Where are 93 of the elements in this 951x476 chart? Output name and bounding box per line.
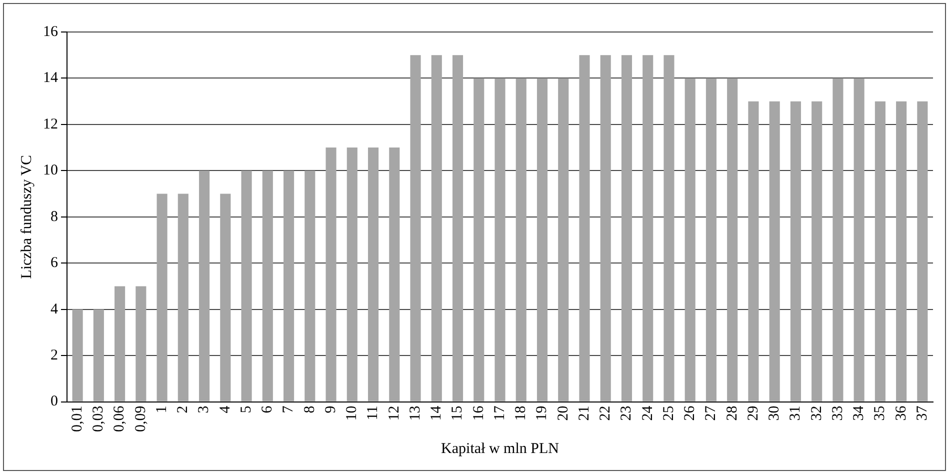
bar: [346, 148, 358, 402]
y-tick-label: 16: [43, 24, 58, 40]
x-tick-label: 0,03: [90, 406, 107, 432]
x-tick-label: 12: [386, 406, 402, 421]
bar: [389, 148, 400, 402]
x-tick-label: 20: [555, 406, 572, 421]
x-tick-label: 10: [344, 406, 360, 421]
y-tick-label: 10: [43, 162, 58, 179]
x-tick-label: 31: [788, 406, 804, 421]
y-tick-label: 14: [43, 70, 58, 86]
bar: [706, 78, 716, 402]
x-tick-label: 13: [407, 406, 424, 421]
x-tick-label: 0,06: [112, 405, 128, 432]
x-tick-label: 17: [492, 405, 508, 421]
bar: [558, 78, 569, 402]
x-tick-label: 7: [280, 405, 297, 414]
bar: [284, 170, 294, 402]
x-tick-label: 15: [450, 406, 466, 421]
x-tick-label: 6: [260, 405, 276, 414]
bar: [178, 194, 188, 402]
bar: [220, 194, 231, 402]
x-tick-label: 35: [872, 406, 888, 421]
bar: [304, 170, 316, 402]
bar: [854, 78, 864, 402]
x-tick-label: 5: [238, 406, 254, 414]
bar: [642, 55, 654, 402]
x-tick-label: 0,09: [132, 406, 149, 432]
bar: [579, 55, 590, 402]
bar: [812, 101, 822, 402]
x-tick-label: 18: [513, 406, 530, 421]
x-tick-label: 30: [766, 406, 783, 421]
bar: [516, 78, 526, 402]
bar: [917, 101, 928, 402]
bar: [874, 101, 886, 402]
x-tick-label: 8: [302, 406, 318, 414]
y-tick-label: 4: [50, 301, 58, 318]
bar: [156, 194, 168, 402]
bar: [896, 101, 907, 402]
y-tick-label: 2: [50, 347, 58, 364]
bar: [832, 78, 844, 402]
x-tick-label: 27: [703, 405, 720, 421]
x-tick-label: 16: [470, 405, 487, 421]
bar: [600, 55, 611, 402]
bar: [452, 55, 464, 402]
bar: [769, 101, 780, 402]
x-tick-label: 28: [724, 406, 740, 421]
x-tick-label: 3: [196, 406, 212, 414]
x-tick-label: 29: [745, 406, 762, 421]
x-tick-label: 32: [808, 406, 825, 421]
x-tick-label: 11: [365, 406, 382, 420]
x-tick-label: 21: [576, 406, 592, 421]
bar: [748, 101, 759, 402]
bar: [114, 286, 126, 402]
x-tick-label: 4: [217, 405, 234, 414]
bar: [410, 55, 421, 402]
bar: [494, 78, 506, 402]
x-tick-label: 36: [893, 405, 910, 421]
bar: [727, 78, 738, 402]
bar: [664, 55, 674, 402]
x-axis-title: Kapitał w mln PLN: [441, 440, 560, 457]
bar: [262, 170, 273, 402]
bar: [474, 78, 484, 402]
x-tick-label: 24: [640, 405, 656, 421]
bar: [72, 309, 83, 402]
bar: [326, 148, 336, 402]
bar: [199, 170, 210, 402]
bar: [790, 101, 801, 402]
bar: [368, 148, 379, 402]
bar: [536, 78, 548, 402]
bar: [136, 286, 146, 402]
bar: [684, 78, 696, 402]
bar: [241, 170, 252, 402]
y-tick-label: 0: [50, 394, 58, 410]
x-tick-label: 22: [598, 406, 614, 421]
x-tick-label: 25: [660, 406, 677, 421]
y-tick-label: 8: [50, 208, 58, 225]
bar: [621, 55, 632, 402]
x-tick-label: 23: [618, 406, 635, 421]
y-axis-title: Liczba funduszy VC: [18, 154, 35, 279]
x-tick-label: 33: [830, 406, 846, 421]
x-tick-label: 9: [322, 406, 339, 414]
x-tick-label: 37: [914, 405, 930, 421]
x-tick-label: 34: [851, 405, 868, 421]
bar: [93, 309, 104, 402]
x-tick-label: 0,01: [70, 406, 86, 432]
y-tick-label: 6: [50, 255, 58, 272]
x-tick-label: 14: [428, 405, 445, 421]
x-tick-label: 26: [682, 405, 698, 421]
y-tick-label: 12: [43, 116, 58, 132]
x-tick-label: 1: [154, 406, 170, 414]
bar: [431, 55, 442, 402]
x-tick-label: 19: [534, 406, 550, 421]
x-tick-label: 2: [175, 406, 192, 414]
